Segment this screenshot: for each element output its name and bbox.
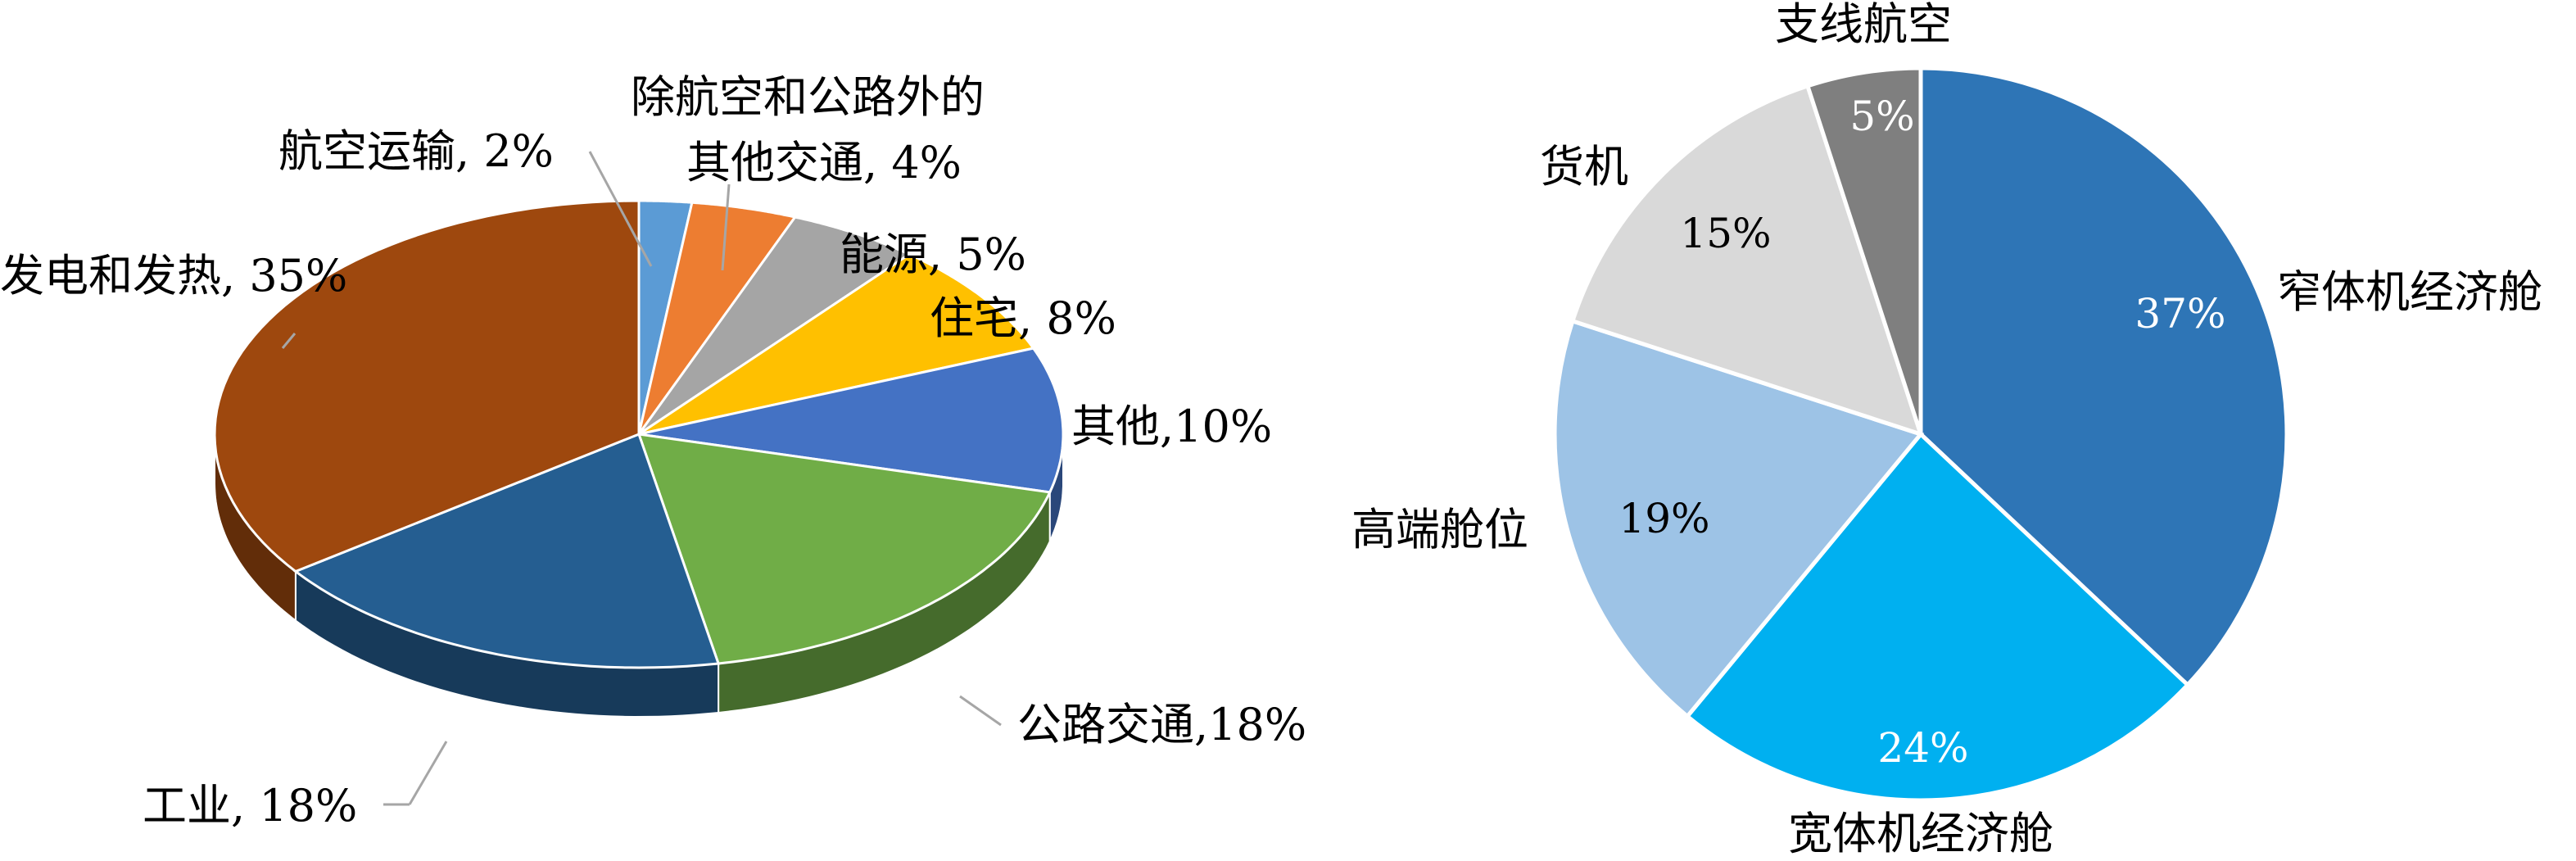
pie2-slice-3 bbox=[1569, 83, 1924, 437]
pie2-slice-1 bbox=[1684, 431, 2191, 803]
pie1-tops bbox=[213, 199, 1065, 669]
slice-label-energy: 能源, 5% bbox=[840, 229, 1026, 280]
leader-line bbox=[281, 333, 297, 349]
cat-label-freighter: 货机 bbox=[1540, 141, 1628, 193]
pct-label-regional: 5% bbox=[1849, 93, 1914, 140]
pie2-slices bbox=[1552, 66, 2289, 803]
leader-line bbox=[959, 695, 1002, 727]
pie1-labels: 航空运输, 2% 除航空和公路外的 其他交通, 4% 能源, 5% 住宅, 8%… bbox=[0, 71, 1306, 832]
pie2-slice-4 bbox=[1804, 66, 1923, 435]
aviation-segment-pie-chart: 37% 24% 19% 15% 5% 窄体机经济舱 宽体机经济舱 高端舱位 货机… bbox=[1351, 0, 2542, 859]
pie1-top-slice-4 bbox=[638, 347, 1065, 494]
pie1-leader-lines bbox=[281, 151, 1002, 806]
slice-label-power-heat: 发电和发热, 35% bbox=[0, 250, 347, 301]
pct-label-narrowbody: 37% bbox=[2135, 290, 2225, 338]
slice-label-aviation: 航空运输, 2% bbox=[278, 125, 554, 177]
slice-label-other-transport-line2: 其他交通, 4% bbox=[686, 137, 962, 188]
leader-line bbox=[588, 151, 653, 267]
leader-line bbox=[721, 184, 731, 271]
slice-label-residential: 住宅, 8% bbox=[930, 292, 1116, 344]
cat-label-premium: 高端舱位 bbox=[1351, 504, 1528, 555]
pie1-top-slice-2 bbox=[637, 215, 912, 436]
pie1-top-slice-1 bbox=[637, 201, 798, 435]
pie2-category-labels: 窄体机经济舱 宽体机经济舱 高端舱位 货机 支线航空 bbox=[1351, 0, 2542, 859]
slice-label-other: 其他,10% bbox=[1071, 401, 1272, 452]
pct-label-freighter: 15% bbox=[1680, 210, 1771, 257]
pie1-top-slice-3 bbox=[638, 252, 1036, 436]
pie2-slice-2 bbox=[1552, 318, 1925, 719]
pct-label-widebody: 24% bbox=[1877, 724, 1968, 772]
leader-line bbox=[408, 741, 448, 805]
cat-label-regional: 支线航空 bbox=[1775, 0, 1952, 50]
pie1-top-slice-7 bbox=[213, 199, 641, 573]
slice-label-other-transport-line1: 除航空和公路外的 bbox=[631, 71, 985, 123]
pie2-percent-labels: 37% 24% 19% 15% 5% bbox=[1618, 93, 2225, 772]
cat-label-widebody: 宽体机经济舱 bbox=[1788, 808, 2053, 859]
pie1-top-slice-6 bbox=[292, 433, 721, 669]
cat-label-narrowbody: 窄体机经济舱 bbox=[2277, 266, 2542, 318]
pie1-top-slice-5 bbox=[636, 433, 1052, 665]
pct-label-premium: 19% bbox=[1618, 495, 1709, 542]
pie2-slice-0 bbox=[1918, 66, 2289, 688]
emissions-3d-pie-chart: 航空运输, 2% 除航空和公路外的 其他交通, 4% 能源, 5% 住宅, 8%… bbox=[0, 71, 1306, 832]
slice-label-road-transport: 公路交通,18% bbox=[1017, 699, 1306, 750]
slice-label-industry: 工业, 18% bbox=[143, 780, 357, 832]
